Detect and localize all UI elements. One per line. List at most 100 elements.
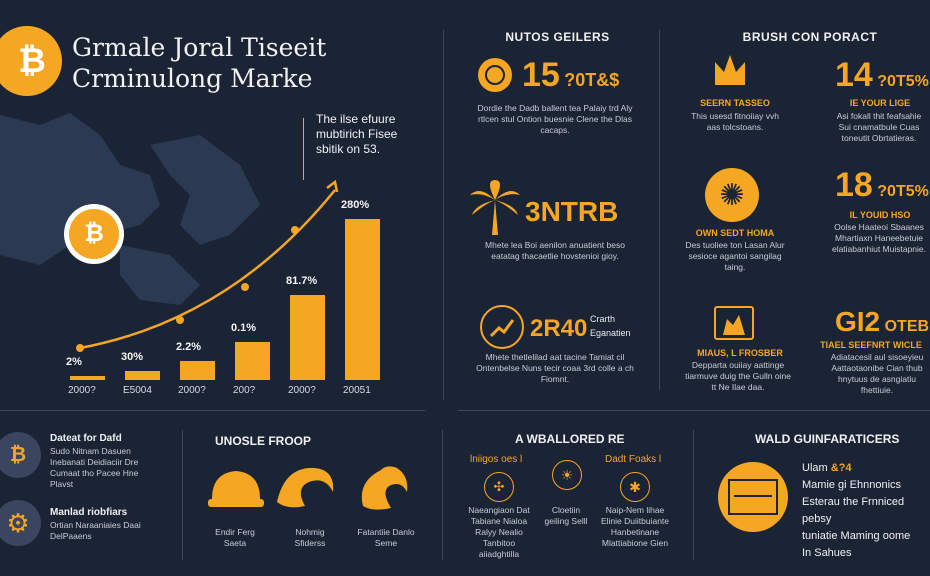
target-icon: ✱ <box>620 472 650 502</box>
panel-b-stat1-label: IE YOUR LIGE <box>849 98 911 108</box>
bottom-mid-icon2-label: Nohmig Sfiderss <box>294 527 326 548</box>
pie-chart-icon <box>478 58 512 92</box>
bottom-left-item2-title: Manlad riobfiars <box>50 507 128 518</box>
bottom-center-col2-title: Dadt Foaks l <box>605 454 662 465</box>
divider <box>182 430 183 560</box>
wave-swirl-icon <box>277 467 334 508</box>
bottom-center-col1-desc: Naeangiaon Dat Tabiane Nialoa Ralyy Neal… <box>468 505 530 559</box>
lightbulb-icon: ☀ <box>552 460 582 490</box>
panel-b-stat3-desc: Adiatacesil aul sisoeyieu Aattaotaonibe … <box>830 352 924 395</box>
divider <box>0 410 425 411</box>
stat2-number: 3NTRB <box>525 196 619 227</box>
panel-b-item1-desc: This usesd fitnoiiay vvh aas tolcstoans. <box>691 111 779 132</box>
trend-point <box>291 226 299 234</box>
chart-bar <box>345 218 380 380</box>
chart-value-label: 30% <box>121 350 144 363</box>
panel-b-stat3: GI2 OTEB <box>835 305 929 339</box>
stat1: 15 ?0T&$ <box>522 58 619 92</box>
gear-icon: ⚙ <box>0 500 41 546</box>
stat3-number: 2R40 <box>530 315 588 342</box>
bottom-right-line5: In Sahues <box>802 547 852 559</box>
chart-bar <box>235 342 270 380</box>
bottom-center-title: A WBALLORED RE <box>515 432 625 446</box>
panel-b-stat1-desc: Asi fokall thit feafsahie Sui cnamatbule… <box>836 111 922 143</box>
stat2-desc: Mhete lea Boi aenilon anuatient beso eat… <box>485 240 625 261</box>
trend-point <box>176 316 184 324</box>
panel-b-stat2-label: IL YOUID HSO <box>849 210 911 220</box>
hardhat-icon <box>208 471 264 507</box>
page-title-line2: Crminulong Marke <box>72 64 313 93</box>
panel-b-item2-desc: Des tuoliee ton Lasan Alur sesioce agant… <box>685 240 785 272</box>
growth-bar-chart: 2% 2000? 30% E5004 2.2% 2000? 0.1% 200? 81.7% 200… <box>50 180 380 405</box>
panel-b-stat3-number: GI2 <box>835 306 881 337</box>
bottom-center-col1-title: lniigos oes l <box>470 454 523 465</box>
panel-b-stat1: 14 ?0T5% <box>835 58 929 92</box>
bottom-right-line2: Mamie gi Ehnnonics <box>802 479 902 491</box>
panel-b-item2-label: OWN SEDT HOMA <box>695 228 775 238</box>
bottom-center-col2-desc: Cloetiin geiling Selll <box>544 505 588 526</box>
bottom-left-item1-title: Dateat for Dafd <box>50 433 122 444</box>
bottom-mid-icon1-label: Endir Ferg Saeta <box>215 527 255 548</box>
growth-chart-icon <box>480 305 524 349</box>
chart-category-label: 2000? <box>288 385 316 396</box>
trend-point <box>76 344 84 352</box>
panel-b-stat1-suffix: ?0T5% <box>877 73 929 90</box>
panel-b-stat3-label: TIAEL SEEFNRT WICLE <box>820 340 922 350</box>
bottom-right-line3: Esterau the Frnniced pebsy <box>802 496 905 525</box>
chart-bar <box>70 376 105 380</box>
chart-category-label: 20051 <box>343 385 371 396</box>
chart-value-label: 81.7% <box>286 274 318 287</box>
stat1-number: 15 <box>522 56 560 94</box>
panel-b-stat2-number: 18 <box>835 166 873 204</box>
bitcoin-chart-icon: ₿ <box>0 432 41 478</box>
chart-category-label: 200? <box>233 385 256 396</box>
palm-tree-icon <box>470 180 520 235</box>
page-title: Grmale Joral Tiseeit Crminulong Marke <box>72 32 326 94</box>
bitcoin-marker-icon: ₿ <box>64 204 124 264</box>
crown-icon <box>715 55 745 85</box>
bitcoin-logo-icon: ₿ <box>0 26 62 96</box>
bottom-center-col3-desc: Naip-Nem lihae Elinie Duiitbuiante Hanbe… <box>600 505 670 548</box>
panel-b-item3-desc: Depparta ouiiay aattinge tiarmuve duig t… <box>685 360 791 392</box>
chart-bar <box>125 370 160 380</box>
divider <box>458 410 930 411</box>
sunburst-icon: ✺ <box>705 168 759 222</box>
bottom-right-text: Ulam &?4 Mamie gi Ehnnonics Esterau the … <box>802 460 930 562</box>
divider <box>443 30 444 400</box>
chart-value-label: 2% <box>66 356 82 369</box>
bottom-right-line1-text: Ulam <box>802 462 828 474</box>
page-title-line1: Grmale Joral Tiseeit <box>72 33 327 62</box>
bottom-right-title: WALD GUINFARATICERS <box>755 432 900 446</box>
panel-b-title: BRUSH CON PORACT <box>742 30 878 44</box>
treasure-chest-icon <box>714 306 754 340</box>
stat3-sub: Crarth Eganatien <box>590 312 631 340</box>
chart-value-label: 2.2% <box>176 341 202 353</box>
panel-b-stat2: 18 ?0T5% <box>835 168 929 202</box>
chart-category-label: 2000? <box>178 385 206 396</box>
bottom-left-item2-desc: Ortian Naraaniaies Daai DelPaaens <box>50 520 141 541</box>
chart-category-label: 2000? <box>68 385 96 396</box>
bottom-left-item1-desc: Sudo Nitnam Dasuen Inebanati Deidiaciir … <box>50 446 139 489</box>
trend-curve <box>79 189 336 350</box>
panel-b-item1-label: SEERN TASSEO <box>700 98 770 108</box>
stat3-sub2: Eganatien <box>590 328 631 338</box>
callout-text: The ilse efuure mubtirich Fisee sbitik o… <box>316 112 398 156</box>
divider <box>442 430 443 560</box>
bottom-right-line4: tuniatie Maming oome <box>802 530 911 542</box>
network-icon: ✣ <box>484 472 514 502</box>
stat1-desc: Dordie the Dadb ballent tea Palaiy trd A… <box>477 103 633 135</box>
bottom-right-line1-accent: &?4 <box>830 462 852 474</box>
trend-point <box>241 283 249 291</box>
bottom-right-line1: Ulam &?4 <box>802 460 930 477</box>
panel-b-stat2-desc: Oolse Haateoi Sbaanes Mhartiaxn Haneebet… <box>831 222 927 254</box>
stat1-suffix: ?0T&$ <box>564 70 620 90</box>
panel-b-item3-label: MIAUS, L FROSBER <box>697 348 783 358</box>
divider <box>659 30 660 390</box>
bottom-mid-title: UNOSLE FROOP <box>215 434 312 448</box>
chart-trend-line <box>76 180 339 352</box>
chart-bar <box>180 361 215 380</box>
chart-value-label: 0.1% <box>231 322 257 334</box>
panel-b-stat2-suffix: ?0T5% <box>877 183 929 200</box>
trend-arrowhead <box>326 180 339 193</box>
chart-bar <box>290 294 325 380</box>
